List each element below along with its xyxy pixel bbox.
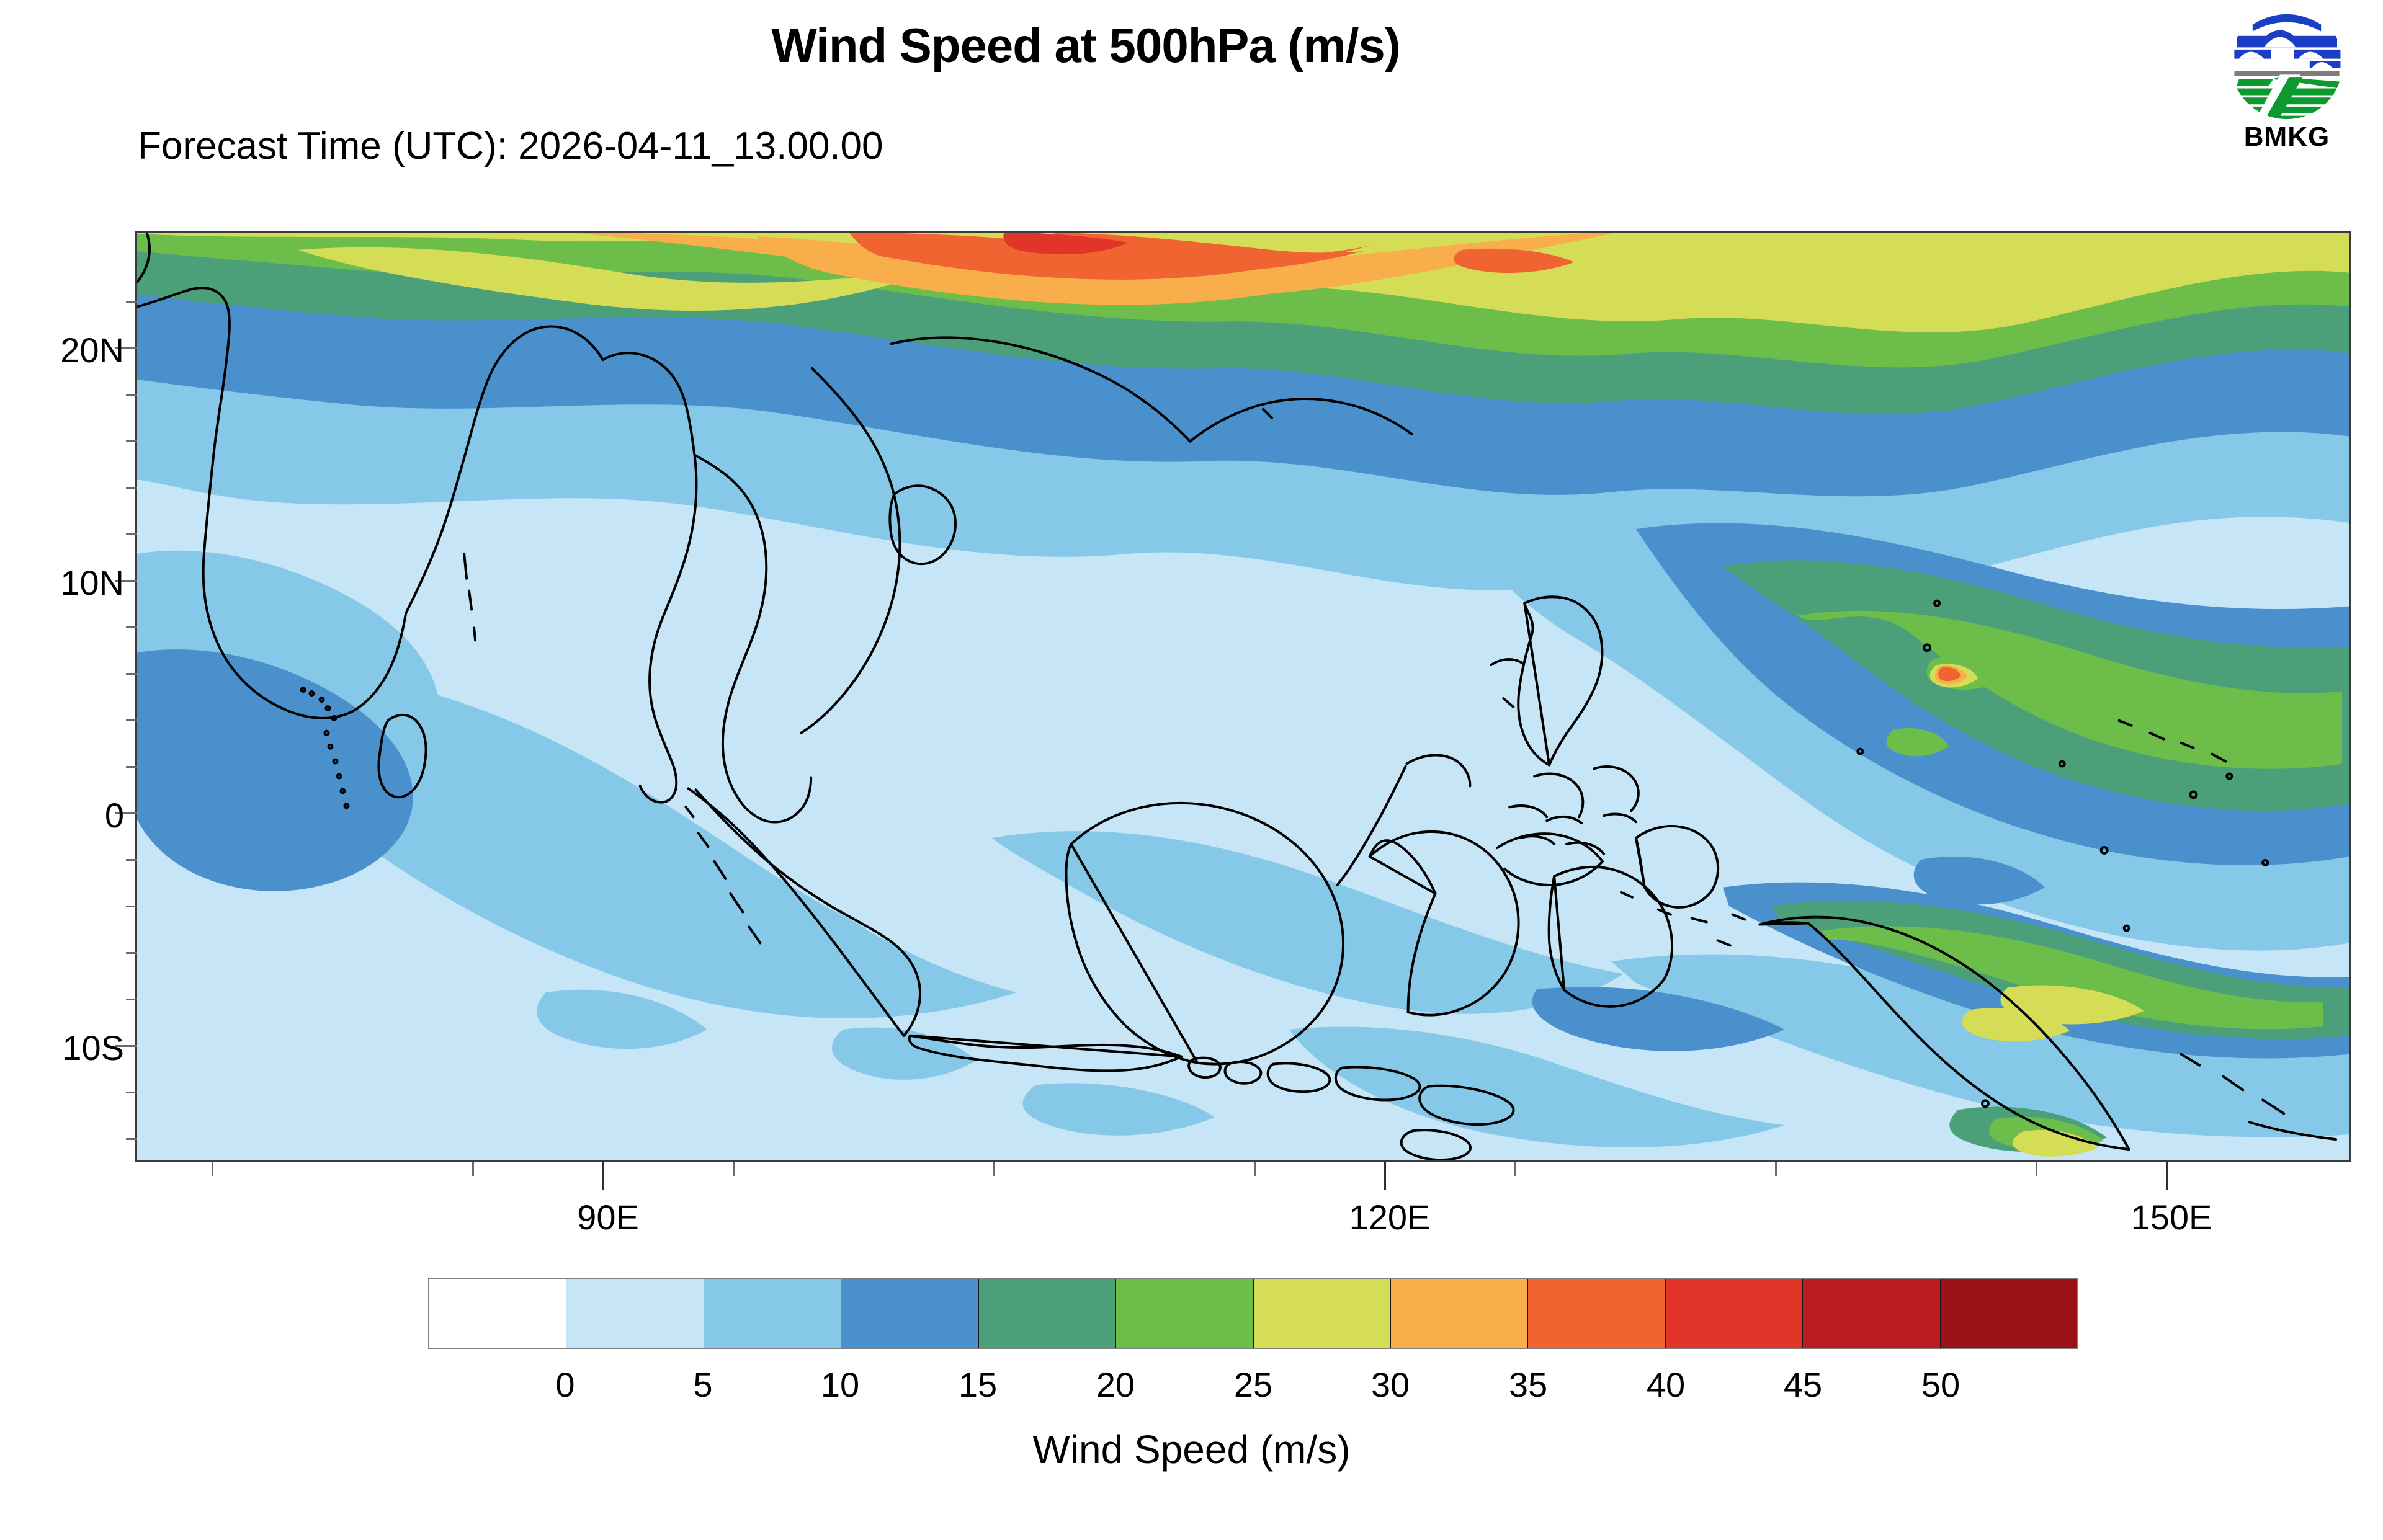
y-tick-minor bbox=[126, 533, 137, 535]
y-axis-label-20n: 20N bbox=[60, 331, 124, 370]
x-tick-120e bbox=[1384, 1162, 1386, 1190]
colorbar[interactable] bbox=[428, 1278, 2078, 1349]
x-tick-minor bbox=[1775, 1162, 1777, 1176]
y-tick-minor bbox=[126, 859, 137, 861]
y-tick-minor bbox=[126, 301, 137, 303]
y-tick-minor bbox=[126, 394, 137, 396]
x-tick-minor bbox=[212, 1162, 213, 1176]
colorbar-axis-label: Wind Speed (m/s) bbox=[1032, 1427, 1351, 1472]
y-tick-minor bbox=[126, 487, 137, 489]
y-tick-minor bbox=[126, 1092, 137, 1093]
forecast-time-label: Forecast Time (UTC): 2026-04-11_13.00.00 bbox=[138, 125, 883, 167]
colorbar-tick-10: 10 bbox=[820, 1365, 860, 1404]
colorbar-tick-15: 15 bbox=[958, 1365, 998, 1404]
y-tick-minor bbox=[126, 1138, 137, 1140]
y-tick-minor bbox=[126, 906, 137, 907]
colorbar-swatch bbox=[1665, 1279, 1804, 1348]
contour-field bbox=[137, 233, 2349, 1160]
bmkg-wordmark: BMKG bbox=[2243, 122, 2330, 152]
colorbar-swatch bbox=[429, 1279, 567, 1348]
colorbar-tick-0: 0 bbox=[555, 1365, 575, 1404]
y-tick-20n bbox=[115, 347, 137, 349]
x-axis-label-150e: 150E bbox=[2130, 1198, 2212, 1237]
y-axis-label-10s: 10S bbox=[62, 1028, 124, 1067]
x-tick-minor bbox=[1254, 1162, 1256, 1176]
wind-speed-map[interactable] bbox=[135, 231, 2351, 1162]
x-axis-label-90e: 90E bbox=[577, 1198, 639, 1237]
colorbar-tick-35: 35 bbox=[1508, 1365, 1548, 1404]
x-tick-minor bbox=[2036, 1162, 2037, 1176]
x-tick-minor bbox=[1514, 1162, 1516, 1176]
colorbar-swatch bbox=[566, 1279, 704, 1348]
colorbar-tick-45: 45 bbox=[1783, 1365, 1823, 1404]
colorbar-swatch bbox=[1940, 1279, 2078, 1348]
y-tick-minor bbox=[126, 719, 137, 721]
y-tick-minor bbox=[126, 766, 137, 768]
colorbar-swatch bbox=[841, 1279, 979, 1348]
colorbar-tick-20: 20 bbox=[1096, 1365, 1135, 1404]
x-axis-label-120e: 120E bbox=[1349, 1198, 1431, 1237]
bmkg-emblem-icon bbox=[2230, 6, 2344, 120]
colorbar-swatch bbox=[1803, 1279, 1941, 1348]
colorbar-tick-50: 50 bbox=[1921, 1365, 1960, 1404]
y-tick-minor bbox=[126, 626, 137, 628]
page-title: Wind Speed at 500hPa (m/s) bbox=[771, 18, 1401, 73]
y-tick-minor bbox=[126, 673, 137, 675]
y-axis-label-10n: 10N bbox=[60, 563, 124, 602]
y-tick-0 bbox=[115, 812, 137, 814]
colorbar-swatch bbox=[1116, 1279, 1254, 1348]
y-tick-10n bbox=[115, 580, 137, 582]
colorbar-swatch bbox=[1253, 1279, 1391, 1348]
x-tick-minor bbox=[472, 1162, 474, 1176]
bmkg-logo: BMKG bbox=[2216, 6, 2358, 205]
colorbar-tick-5: 5 bbox=[693, 1365, 713, 1404]
colorbar-swatch bbox=[1528, 1279, 1666, 1348]
colorbar-swatch bbox=[978, 1279, 1117, 1348]
colorbar-tick-30: 30 bbox=[1370, 1365, 1410, 1404]
y-tick-minor bbox=[126, 999, 137, 1000]
y-axis-label-0: 0 bbox=[104, 796, 124, 835]
colorbar-tick-25: 25 bbox=[1233, 1365, 1273, 1404]
y-tick-10s bbox=[115, 1045, 137, 1047]
x-tick-90e bbox=[602, 1162, 604, 1190]
x-tick-minor bbox=[993, 1162, 995, 1176]
x-tick-minor bbox=[733, 1162, 735, 1176]
y-tick-minor bbox=[126, 440, 137, 442]
colorbar-swatch bbox=[704, 1279, 842, 1348]
colorbar-swatch bbox=[1390, 1279, 1529, 1348]
colorbar-tick-40: 40 bbox=[1646, 1365, 1686, 1404]
x-tick-150e bbox=[2166, 1162, 2168, 1190]
y-tick-minor bbox=[126, 952, 137, 954]
